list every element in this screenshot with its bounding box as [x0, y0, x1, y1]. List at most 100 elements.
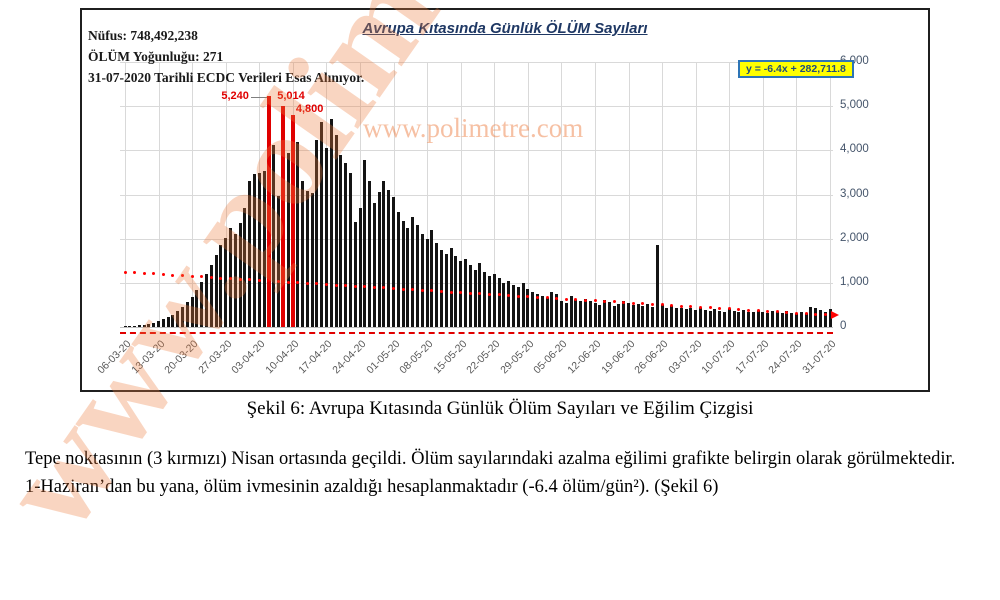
bar: [166, 317, 170, 327]
bar: [147, 323, 151, 327]
bar: [252, 174, 256, 327]
bar: [521, 282, 525, 327]
h-gridline: [120, 150, 833, 152]
bar: [761, 311, 765, 327]
trend-dot: [603, 299, 607, 303]
peak-value-label: 5,240: [221, 89, 249, 102]
x-axis-labels: 06-03-20 13-03-20 20-03-20 27-03-20 03-04-20…: [95, 332, 838, 388]
trend-dot: [430, 289, 434, 293]
bar: [411, 216, 415, 327]
bar: [387, 190, 391, 327]
bar: [468, 265, 472, 327]
trend-dot: [363, 285, 367, 289]
trend-dot: [171, 273, 175, 277]
bar: [694, 310, 698, 327]
v-gridline: [695, 62, 697, 327]
bar: [799, 311, 803, 327]
y-axis-labels: 0 1,000 2,000 3,000 4,000 5,000 6,000: [840, 55, 910, 332]
v-gridline: [494, 62, 496, 327]
bar: [372, 203, 376, 327]
bar: [296, 141, 300, 327]
bar: [751, 312, 755, 327]
bar: [670, 306, 674, 327]
bar: [205, 274, 209, 327]
trend-dot: [181, 274, 185, 278]
bar: [214, 255, 218, 327]
bar: [276, 195, 280, 327]
bar: [785, 311, 789, 327]
bar: [157, 321, 161, 327]
commentary-paragraph-1: Tepe noktasının (3 kırmızı) Nisan ortası…: [25, 449, 956, 469]
bar: [382, 181, 386, 327]
bar: [425, 238, 429, 327]
trend-dot: [315, 282, 319, 286]
bar: [675, 308, 679, 327]
trend-dot: [248, 278, 252, 282]
chart-figure: Avrupa Kıtasında Günlük ÖLÜM Sayıları Nü…: [80, 8, 930, 392]
bar: [531, 291, 535, 327]
bar: [209, 265, 213, 327]
bar: [190, 296, 194, 327]
trend-dot: [699, 305, 702, 309]
bar: [794, 313, 798, 327]
v-gridline: [527, 62, 529, 327]
bar: [195, 289, 199, 327]
trend-dot: [267, 279, 271, 283]
bar: [770, 310, 774, 327]
trend-dot: [497, 293, 501, 297]
y-tick-label: 4,000: [840, 143, 869, 156]
v-gridline: [662, 62, 664, 327]
trend-dot: [392, 287, 396, 291]
bar: [286, 152, 290, 327]
bar: [435, 243, 439, 327]
bar: [483, 271, 487, 327]
bar: [243, 207, 247, 327]
trend-dot: [353, 284, 357, 288]
v-gridline: [830, 62, 831, 327]
bar: [257, 172, 261, 327]
trend-dot: [459, 291, 463, 295]
bar: [823, 311, 827, 327]
trend-dot: [344, 284, 348, 288]
bar: [233, 234, 237, 327]
bar: [665, 308, 669, 327]
bar: [655, 245, 659, 327]
bar: [603, 299, 607, 327]
trend-dot: [574, 298, 578, 302]
bar: [440, 249, 444, 327]
bar: [420, 234, 424, 327]
bar: [377, 192, 381, 327]
trend-arrow-icon: [831, 311, 839, 320]
bar: [588, 300, 592, 327]
bar: [756, 310, 760, 327]
bar: [339, 154, 343, 327]
commentary-paragraph-2: 1-Haziran’dan bu yana, ölüm ivmesinin az…: [25, 477, 719, 498]
trend-dot: [766, 309, 770, 313]
bar: [622, 301, 626, 327]
bar: [497, 278, 501, 327]
trend-dot: [746, 308, 750, 312]
bar: [464, 258, 467, 327]
trend-dot: [133, 271, 137, 275]
trend-dot: [487, 292, 491, 296]
bar: [722, 311, 726, 327]
bar: [775, 312, 779, 327]
bar: [238, 223, 242, 327]
bar: [583, 298, 587, 327]
trend-dot: [334, 283, 338, 287]
v-gridline: [729, 62, 731, 327]
bar: [727, 309, 731, 327]
bar: [699, 308, 702, 327]
bar: [444, 254, 448, 327]
trend-dot: [535, 295, 539, 299]
bar: [660, 305, 664, 327]
bar: [502, 282, 506, 327]
trend-dot: [190, 274, 194, 278]
bar: [430, 229, 434, 327]
bar: [358, 207, 362, 327]
bar: [636, 303, 640, 327]
trend-dot: [526, 295, 530, 299]
trend-dot: [305, 281, 309, 285]
bar: [703, 309, 707, 327]
